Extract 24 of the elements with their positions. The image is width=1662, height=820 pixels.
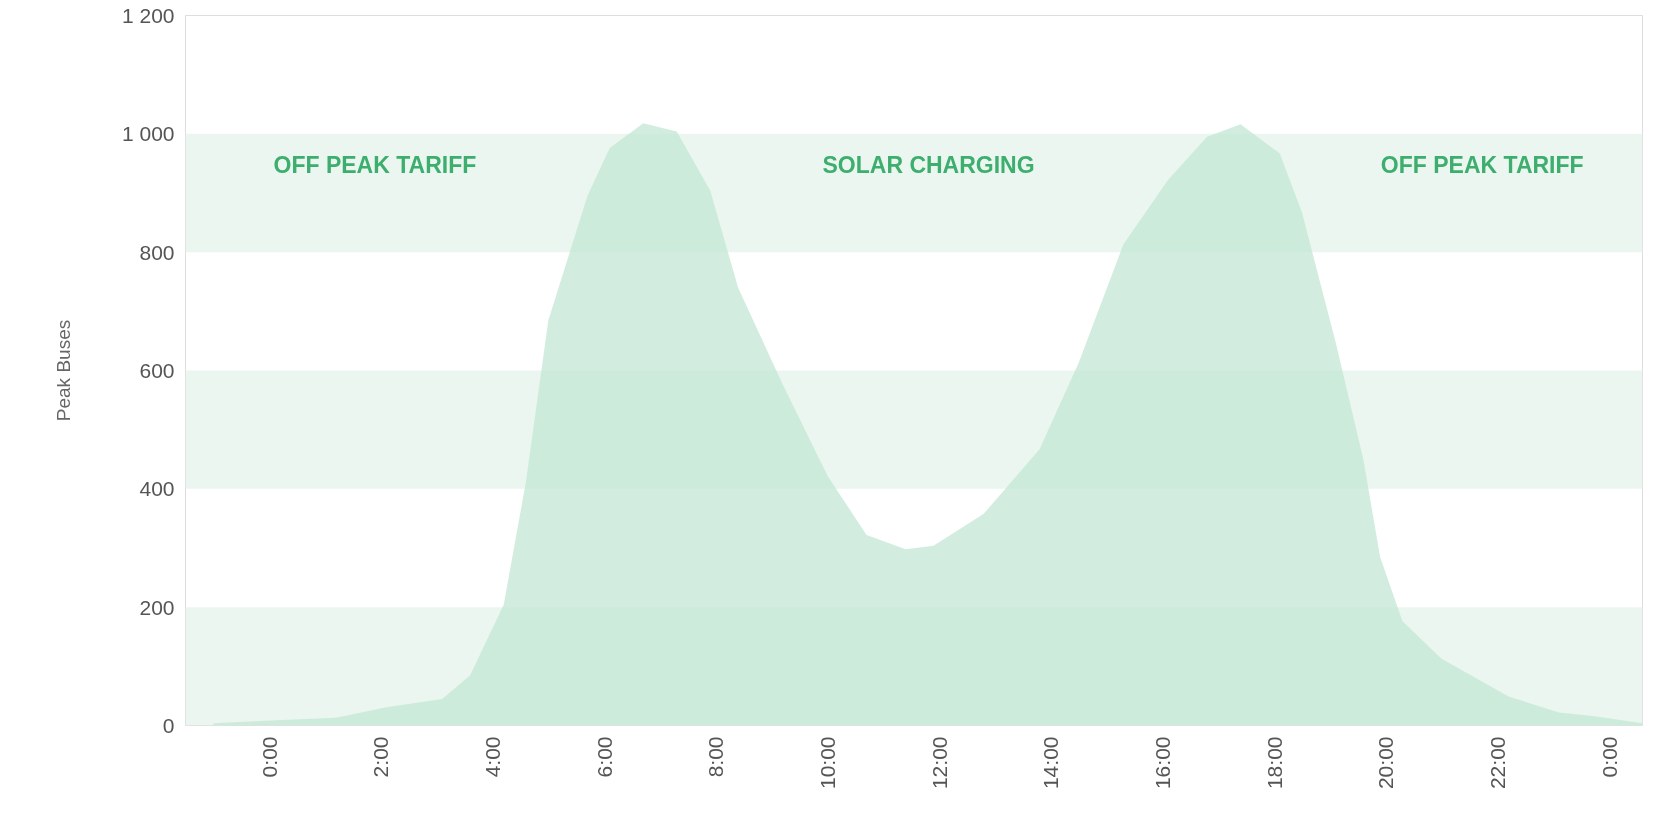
x-tick-label: 22:00: [1485, 736, 1509, 790]
y-tick-label: 400: [139, 477, 175, 501]
x-tick-label: 0:00: [257, 736, 281, 778]
x-tick-label: 16:00: [1150, 736, 1174, 790]
y-tick-label: 1 200: [121, 4, 175, 27]
y-axis-title: Peak Buses: [52, 319, 74, 422]
y-tick-label: 800: [139, 240, 175, 264]
x-tick-label: 20:00: [1374, 736, 1398, 790]
y-tick-label: 200: [139, 595, 175, 619]
x-tick-label: 18:00: [1262, 736, 1286, 790]
x-tick-label: 2:00: [369, 736, 393, 778]
x-tick-label: 4:00: [481, 736, 505, 778]
x-tick-label: 10:00: [815, 736, 839, 790]
annotation: OFF PEAK TARIFF: [273, 151, 477, 178]
annotation: OFF PEAK TARIFF: [1380, 151, 1584, 178]
y-tick-label: 1 000: [121, 122, 175, 146]
x-tick-label: 14:00: [1039, 736, 1063, 790]
annotation: SOLAR CHARGING: [822, 151, 1035, 178]
x-tick-label: 0:00: [1597, 736, 1621, 778]
x-tick-label: 8:00: [704, 736, 728, 778]
y-tick-label: 600: [139, 359, 175, 382]
x-tick-label: 6:00: [592, 736, 616, 778]
y-tick-label: 0: [162, 714, 175, 737]
x-tick-label: 12:00: [927, 736, 951, 790]
